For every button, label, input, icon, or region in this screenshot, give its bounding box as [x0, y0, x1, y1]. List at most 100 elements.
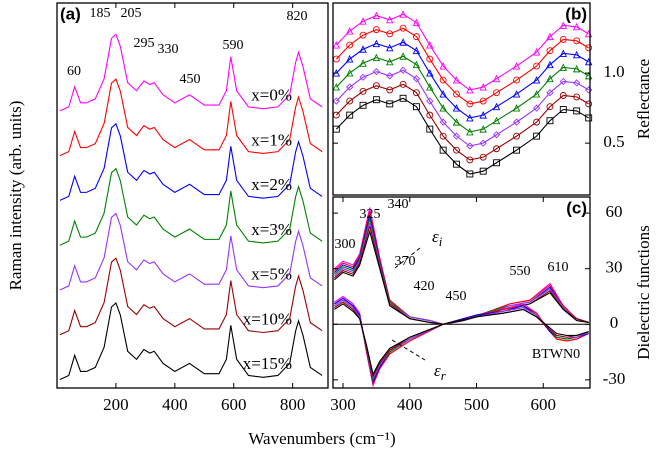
marker — [439, 132, 447, 140]
y-tick-label: 30 — [606, 258, 623, 277]
marker — [399, 10, 407, 18]
marker — [512, 104, 521, 112]
series-label: x=10% — [243, 309, 292, 328]
marker — [546, 32, 554, 41]
marker — [426, 41, 434, 49]
x-axis-label: Wavenumbers (cm⁻¹) — [248, 429, 395, 448]
marker — [346, 41, 354, 49]
marker — [532, 104, 541, 112]
marker — [372, 26, 380, 34]
marker — [386, 100, 394, 108]
marker — [426, 83, 434, 91]
marker — [585, 44, 593, 52]
x-tick-label: 800 — [280, 395, 306, 414]
marker — [386, 57, 394, 66]
marker — [493, 159, 500, 167]
panel-label: (c) — [566, 198, 587, 217]
series-line — [334, 299, 589, 380]
x-tick-label: 200 — [103, 395, 129, 414]
marker — [372, 53, 381, 62]
marker — [359, 101, 367, 109]
marker — [386, 15, 394, 24]
marker — [559, 106, 567, 113]
marker — [386, 86, 394, 94]
annotation: 450 — [446, 289, 467, 304]
y-tick-label: 0.5 — [603, 132, 624, 151]
marker — [346, 83, 354, 91]
marker — [546, 60, 554, 69]
arrow — [394, 247, 421, 269]
marker — [466, 156, 474, 164]
marker — [546, 103, 554, 111]
y-tick-label: 60 — [606, 202, 623, 221]
marker — [453, 146, 460, 154]
marker — [466, 127, 474, 136]
group-label: εr — [434, 361, 447, 383]
marker — [559, 35, 567, 43]
marker — [533, 118, 541, 126]
marker — [345, 69, 354, 77]
marker — [559, 63, 568, 71]
marker — [492, 74, 501, 83]
series-line — [335, 97, 589, 175]
marker — [372, 68, 381, 76]
marker — [453, 160, 460, 168]
marker — [359, 45, 367, 53]
marker — [412, 75, 421, 83]
marker — [512, 90, 521, 98]
marker — [546, 74, 554, 83]
marker — [513, 132, 521, 140]
annotation: 450 — [180, 72, 201, 87]
marker — [513, 146, 521, 154]
marker — [479, 167, 487, 175]
plot-frame — [332, 2, 591, 196]
marker — [493, 89, 500, 97]
series-line — [335, 27, 589, 105]
marker — [532, 90, 541, 98]
annotation: 370 — [395, 254, 416, 269]
marker — [573, 93, 581, 101]
arrow — [391, 339, 426, 361]
marker — [493, 145, 500, 153]
marker — [399, 94, 407, 102]
marker — [453, 90, 460, 98]
x-tick-label: 600 — [531, 395, 557, 414]
series-line — [335, 41, 589, 119]
marker — [479, 97, 487, 105]
series-line — [335, 55, 589, 133]
x-tick-label: 300 — [330, 395, 356, 414]
series-line — [59, 78, 323, 157]
marker — [412, 33, 420, 41]
marker — [452, 132, 461, 140]
marker — [479, 83, 487, 91]
annotation: 330 — [158, 42, 179, 57]
marker — [359, 73, 367, 81]
series-line — [59, 212, 323, 291]
marker — [399, 38, 407, 46]
marker — [439, 90, 447, 98]
marker — [359, 59, 367, 67]
marker — [559, 21, 568, 29]
marker — [584, 29, 593, 38]
annotation: 420 — [414, 279, 435, 294]
marker — [439, 104, 447, 112]
marker — [332, 55, 340, 63]
marker — [412, 60, 421, 69]
marker — [466, 100, 474, 108]
y-tick-label: -30 — [603, 369, 626, 388]
marker — [386, 72, 394, 80]
marker — [346, 97, 354, 105]
marker — [479, 139, 487, 147]
marker — [479, 153, 487, 161]
series-line — [59, 122, 323, 201]
annotation: 610 — [548, 260, 569, 275]
y-axis-label: Dielectric functions — [634, 225, 653, 360]
series-line — [335, 69, 589, 147]
marker — [345, 27, 354, 35]
marker — [426, 97, 434, 105]
marker — [546, 89, 554, 97]
series-label: x=1% — [251, 130, 292, 149]
x-tick-label: 600 — [221, 395, 247, 414]
marker — [546, 117, 554, 125]
marker — [479, 125, 487, 133]
